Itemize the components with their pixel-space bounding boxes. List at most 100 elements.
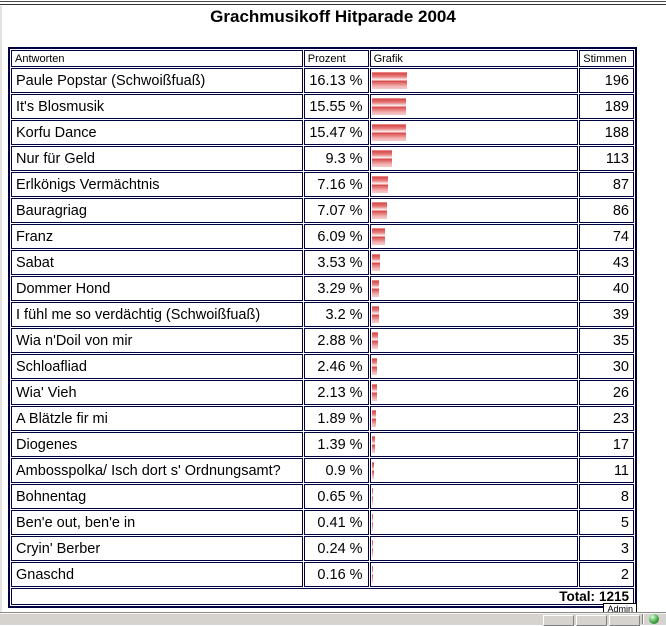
taskbar-button[interactable] (576, 615, 607, 626)
result-bar (371, 514, 373, 531)
table-row: Sabat 3.53 % 43 (11, 250, 634, 275)
total-label: Total: (559, 589, 595, 604)
bar-cell (369, 172, 579, 197)
percent-cell: 1.89 % (303, 406, 369, 431)
window-border-top-inner (0, 4, 666, 5)
votes-cell: 11 (579, 458, 634, 483)
bar-cell (369, 198, 579, 223)
votes-cell: 3 (579, 536, 634, 561)
result-bar (371, 228, 385, 245)
answer-cell: Nur für Geld (11, 146, 303, 171)
table-row: Bauragriag 7.07 % 86 (11, 198, 634, 223)
taskbar-button[interactable] (543, 615, 574, 626)
answer-cell: Wia' Vieh (11, 380, 303, 405)
answer-cell: Erlkönigs Vermächtnis (11, 172, 303, 197)
result-bar (371, 332, 378, 349)
table-row: Gnaschd 0.16 % 2 (11, 562, 634, 587)
total-row: Total: 1215 (11, 588, 634, 605)
bar-cell (369, 510, 579, 535)
table-row: Wia' Vieh 2.13 % 26 (11, 380, 634, 405)
page-title: Grachmusikoff Hitparade 2004 (210, 7, 456, 26)
globe-icon[interactable] (649, 614, 659, 624)
percent-cell: 3.53 % (303, 250, 369, 275)
table-row: Diogenes 1.39 % 17 (11, 432, 634, 457)
votes-cell: 23 (579, 406, 634, 431)
table-row: Dommer Hond 3.29 % 40 (11, 276, 634, 301)
percent-cell: 2.88 % (303, 328, 369, 353)
result-bar (371, 566, 373, 583)
percent-cell: 2.13 % (303, 380, 369, 405)
bar-cell (369, 380, 579, 405)
bar-cell (369, 120, 579, 145)
bar-cell (369, 406, 579, 431)
answer-cell: Franz (11, 224, 303, 249)
bar-cell (369, 68, 579, 93)
table-row: Cryin' Berber 0.24 % 3 (11, 536, 634, 561)
table-row: Franz 6.09 % 74 (11, 224, 634, 249)
total-cell: Total: 1215 (11, 588, 634, 605)
bar-cell (369, 562, 579, 587)
answer-cell: Bohnentag (11, 484, 303, 509)
answer-cell: Korfu Dance (11, 120, 303, 145)
column-header-grafik: Grafik (369, 50, 579, 67)
votes-cell: 188 (579, 120, 634, 145)
table-row: Nur für Geld 9.3 % 113 (11, 146, 634, 171)
answer-cell: Diogenes (11, 432, 303, 457)
votes-cell: 86 (579, 198, 634, 223)
answer-cell: It's Blosmusik (11, 94, 303, 119)
bar-cell (369, 302, 579, 327)
percent-cell: 0.16 % (303, 562, 369, 587)
percent-cell: 2.46 % (303, 354, 369, 379)
table-row: Ben'e out, ben'e in 0.41 % 5 (11, 510, 634, 535)
result-bar (371, 150, 392, 167)
bar-cell (369, 224, 579, 249)
result-bar (371, 358, 377, 375)
percent-cell: 0.65 % (303, 484, 369, 509)
table-row: A Blätzle fir mi 1.89 % 23 (11, 406, 634, 431)
column-header-antworten: Antworten (11, 50, 303, 67)
table-row: Bohnentag 0.65 % 8 (11, 484, 634, 509)
table-row: I fühl me so verdächtig (Schwoißfuaß) 3.2… (11, 302, 634, 327)
votes-cell: 40 (579, 276, 634, 301)
votes-cell: 74 (579, 224, 634, 249)
bar-cell (369, 328, 579, 353)
votes-cell: 5 (579, 510, 634, 535)
result-bar (371, 384, 377, 401)
result-bar (371, 176, 388, 193)
result-bar (371, 254, 380, 271)
bar-cell (369, 458, 579, 483)
percent-cell: 3.2 % (303, 302, 369, 327)
answer-cell: Cryin' Berber (11, 536, 303, 561)
percent-cell: 16.13 % (303, 68, 369, 93)
answer-cell: Bauragriag (11, 198, 303, 223)
votes-cell: 8 (579, 484, 634, 509)
votes-cell: 43 (579, 250, 634, 275)
answer-cell: Ben'e out, ben'e in (11, 510, 303, 535)
votes-cell: 2 (579, 562, 634, 587)
window-border-top (0, 1, 666, 2)
header-row: Antworten Prozent Grafik Stimmen (11, 50, 634, 67)
bar-cell (369, 432, 579, 457)
result-bar (371, 306, 379, 323)
results-body: Paule Popstar (Schwoißfuaß) 16.13 % 196 It'… (11, 68, 634, 587)
answer-cell: Dommer Hond (11, 276, 303, 301)
bar-cell (369, 354, 579, 379)
result-bar (371, 202, 387, 219)
taskbar-button[interactable] (609, 615, 640, 626)
votes-cell: 189 (579, 94, 634, 119)
bar-cell (369, 536, 579, 561)
bar-cell (369, 94, 579, 119)
bar-cell (369, 484, 579, 509)
percent-cell: 6.09 % (303, 224, 369, 249)
bar-cell (369, 146, 579, 171)
column-header-stimmen: Stimmen (579, 50, 634, 67)
answer-cell: Sabat (11, 250, 303, 275)
table-row: It's Blosmusik 15.55 % 189 (11, 94, 634, 119)
percent-cell: 3.29 % (303, 276, 369, 301)
result-bar (371, 410, 376, 427)
taskbar-tray (642, 614, 666, 624)
answer-cell: Gnaschd (11, 562, 303, 587)
percent-cell: 0.9 % (303, 458, 369, 483)
answer-cell: I fühl me so verdächtig (Schwoißfuaß) (11, 302, 303, 327)
percent-cell: 15.47 % (303, 120, 369, 145)
